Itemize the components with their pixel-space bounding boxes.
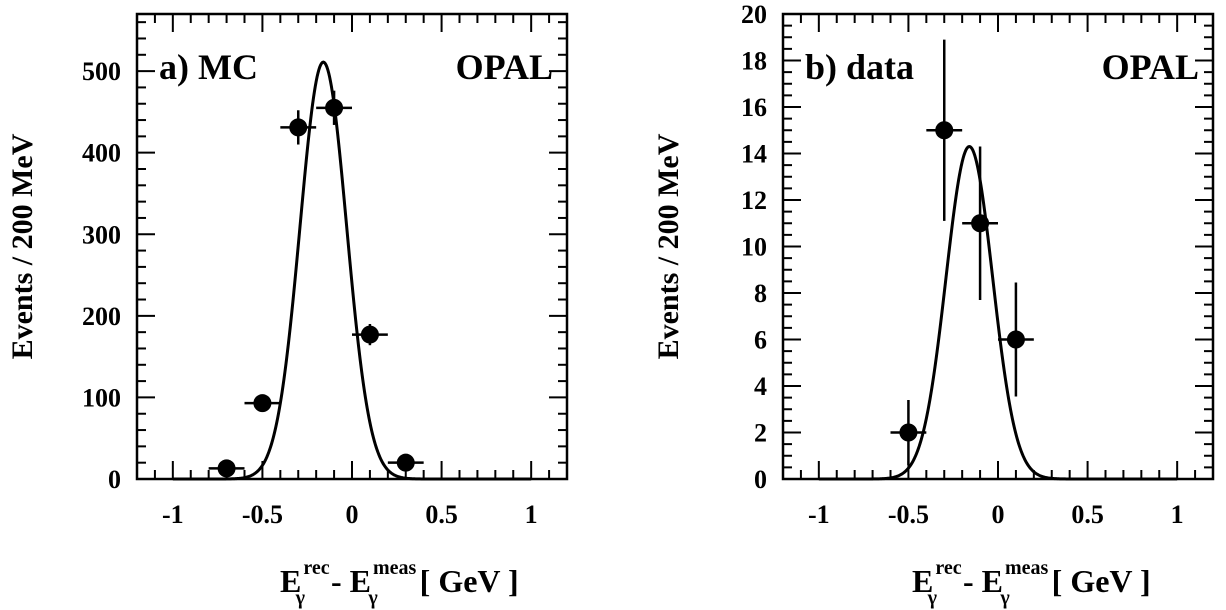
x-label-minus: - E <box>323 563 371 599</box>
axis-ticks <box>782 13 1214 480</box>
point-marker <box>325 98 344 117</box>
x-label-e1: E <box>912 563 933 599</box>
x-tick-label: 0 <box>992 500 1005 529</box>
y-tick-labels: 0 100 200 300 400 500 <box>82 57 121 494</box>
y-axis-label: Events / 200 MeV <box>652 133 685 359</box>
x-label-sub2: γ <box>367 587 378 609</box>
x-label-minus: - E <box>955 563 1003 599</box>
point-marker <box>935 121 954 140</box>
y-tick-label: 500 <box>82 57 121 86</box>
experiment-label: OPAL <box>1102 47 1199 87</box>
x-tick-labels: -1 -0.5 0 0.5 1 <box>808 500 1184 529</box>
experiment-label: OPAL <box>456 47 553 87</box>
y-tick-label: 4 <box>754 372 767 401</box>
x-label-sup2: meas <box>1005 557 1049 579</box>
panel-label: b) data <box>805 47 914 87</box>
y-tick-label: 6 <box>754 326 767 355</box>
panel-label: a) MC <box>159 47 258 87</box>
y-tick-label: 8 <box>754 279 767 308</box>
point-marker <box>289 118 308 137</box>
x-tick-label: -0.5 <box>242 500 283 529</box>
y-tick-label: 10 <box>741 233 767 262</box>
x-tick-label: 0.5 <box>425 500 458 529</box>
fit-curve <box>172 60 532 481</box>
y-tick-label: 20 <box>741 0 767 29</box>
y-tick-label: 100 <box>82 383 121 412</box>
point-marker <box>1006 330 1025 349</box>
data-point <box>316 90 352 125</box>
x-tick-label: -0.5 <box>888 500 929 529</box>
data-point <box>208 459 245 478</box>
data-points <box>890 39 1034 466</box>
y-tick-label: 0 <box>108 465 121 494</box>
point-marker <box>396 453 415 472</box>
fit-curve <box>818 144 1178 481</box>
y-axis-label: Events / 200 MeV <box>6 133 39 359</box>
y-tick-label: 16 <box>741 93 767 122</box>
point-marker <box>360 325 379 344</box>
y-tick-label: 400 <box>82 139 121 168</box>
x-tick-label: -1 <box>162 500 184 529</box>
y-tick-label: 0 <box>754 465 767 494</box>
x-label-sup1: rec <box>303 557 329 579</box>
x-tick-label: 1 <box>525 500 538 529</box>
y-tick-label: 200 <box>82 302 121 331</box>
y-tick-label: 18 <box>741 47 767 76</box>
x-label-sub1: γ <box>295 587 306 609</box>
x-tick-label: 0.5 <box>1071 500 1104 529</box>
data-points <box>208 90 424 478</box>
data-point <box>352 324 388 346</box>
point-marker <box>217 459 236 478</box>
point-marker <box>899 423 918 442</box>
x-label-sup1: rec <box>935 557 961 579</box>
panel-b-data: 0 2 4 6 8 10 12 14 16 18 20 -1 -0.5 0 0.5 1 b) data OP… <box>652 0 1215 609</box>
gaussian-fit <box>818 144 1178 481</box>
data-point <box>998 282 1034 397</box>
data-point <box>387 453 424 472</box>
x-tick-labels: -1 -0.5 0 0.5 1 <box>162 500 538 529</box>
y-tick-label: 2 <box>754 419 767 448</box>
x-tick-label: 1 <box>1171 500 1184 529</box>
data-point <box>890 399 927 466</box>
x-label-unit: [ GeV ] <box>1052 563 1151 599</box>
x-tick-label: 0 <box>346 500 359 529</box>
data-point <box>244 394 281 413</box>
x-label-sup2: meas <box>373 557 417 579</box>
point-marker <box>971 214 990 233</box>
x-label-sub1: γ <box>927 587 938 609</box>
x-label-unit: [ GeV ] <box>420 563 519 599</box>
x-label-sub2: γ <box>999 587 1010 609</box>
axis-ticks <box>136 14 568 480</box>
data-point <box>926 39 963 221</box>
y-tick-label: 14 <box>741 140 767 169</box>
data-point <box>962 146 998 300</box>
y-tick-label: 12 <box>741 186 767 215</box>
point-marker <box>253 394 272 413</box>
y-tick-label: 300 <box>82 220 121 249</box>
y-tick-labels: 0 2 4 6 8 10 12 14 16 18 20 <box>741 0 767 494</box>
x-tick-label: -1 <box>808 500 830 529</box>
gaussian-fit <box>172 60 532 481</box>
data-point <box>280 110 317 145</box>
x-label-e1: E <box>280 563 301 599</box>
